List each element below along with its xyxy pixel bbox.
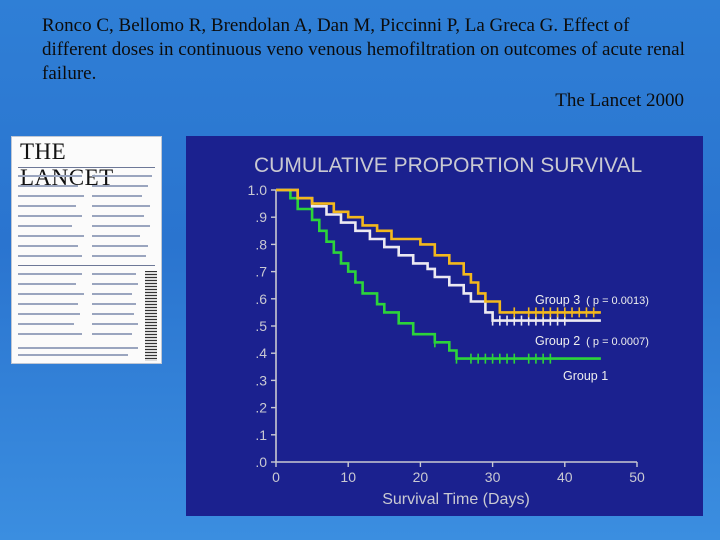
y-tick-label: 1.0 bbox=[248, 182, 268, 198]
x-tick-label: 50 bbox=[629, 469, 645, 485]
group-3-name: Group 3 bbox=[535, 293, 580, 307]
lancet-rule bbox=[18, 167, 155, 168]
group-3-p-value: ( p = 0.0013) bbox=[586, 295, 649, 307]
lancet-text-line bbox=[18, 225, 72, 227]
lancet-text-line bbox=[18, 273, 82, 275]
lancet-thumbnail: THE LANCET bbox=[11, 136, 162, 364]
lancet-text-line bbox=[92, 313, 134, 315]
lancet-text-line bbox=[92, 273, 136, 275]
y-tick-label: .2 bbox=[255, 400, 267, 416]
x-tick-label: 0 bbox=[272, 469, 280, 485]
lancet-text-line bbox=[18, 245, 78, 247]
lancet-text-line bbox=[18, 293, 84, 295]
y-tick-label: .1 bbox=[255, 427, 267, 443]
x-tick-label: 10 bbox=[340, 469, 356, 485]
y-tick-label: .9 bbox=[255, 209, 267, 225]
lancet-text-line bbox=[92, 175, 152, 177]
group-2-curve bbox=[276, 188, 601, 322]
group-1-label: Group 1 bbox=[563, 369, 608, 383]
group-3-label: Group 3 ( p = 0.0013) bbox=[535, 293, 649, 307]
survival-chart-panel: CUMULATIVE PROPORTION SURVIVAL Survival … bbox=[186, 136, 703, 516]
group-2-label: Group 2 ( p = 0.0007) bbox=[535, 334, 649, 348]
y-tick-label: .0 bbox=[255, 454, 267, 470]
group-1-name: Group 1 bbox=[563, 369, 608, 383]
group-2-name: Group 2 bbox=[535, 334, 580, 348]
lancet-text-line bbox=[18, 205, 76, 207]
lancet-text-line bbox=[18, 185, 78, 187]
citation-journal: The Lancet 2000 bbox=[555, 90, 684, 111]
lancet-text-line bbox=[92, 293, 132, 295]
lancet-rule bbox=[18, 265, 155, 266]
lancet-text-line bbox=[18, 303, 78, 305]
lancet-text-line bbox=[18, 175, 82, 177]
lancet-text-line bbox=[92, 245, 148, 247]
group-3-curve bbox=[276, 188, 601, 314]
lancet-text-line bbox=[18, 255, 82, 257]
lancet-text-line bbox=[92, 303, 136, 305]
y-tick-label: .3 bbox=[255, 372, 267, 388]
lancet-text-line bbox=[18, 235, 84, 237]
lancet-text-line bbox=[92, 225, 150, 227]
lancet-text-line bbox=[92, 333, 132, 335]
chart-title: CUMULATIVE PROPORTION SURVIVAL bbox=[254, 154, 642, 177]
group-3-series bbox=[276, 188, 601, 318]
lancet-text-line bbox=[18, 354, 128, 356]
group-1-series bbox=[276, 188, 601, 364]
lancet-text-line bbox=[18, 333, 82, 335]
y-tick-label: .6 bbox=[255, 291, 267, 307]
lancet-text-line bbox=[18, 215, 82, 217]
y-tick-label: .7 bbox=[255, 264, 267, 280]
barcode-graphic bbox=[145, 271, 157, 361]
x-tick-label: 30 bbox=[485, 469, 501, 485]
lancet-text-line bbox=[18, 347, 138, 349]
lancet-text-line bbox=[92, 215, 144, 217]
x-tick-label: 20 bbox=[413, 469, 429, 485]
lancet-text-line bbox=[92, 283, 138, 285]
y-tick-label: .5 bbox=[255, 318, 267, 334]
group-1-curve bbox=[276, 188, 601, 360]
lancet-text-line bbox=[92, 323, 138, 325]
lancet-text-line bbox=[92, 195, 142, 197]
survival-chart: CUMULATIVE PROPORTION SURVIVAL Survival … bbox=[248, 154, 649, 508]
lancet-logo: THE LANCET bbox=[20, 139, 114, 190]
lancet-text-line bbox=[92, 205, 150, 207]
group-2-p-value: ( p = 0.0007) bbox=[586, 336, 649, 348]
x-tick-label: 40 bbox=[557, 469, 573, 485]
lancet-text-line bbox=[92, 235, 140, 237]
lancet-text-line bbox=[18, 283, 76, 285]
lancet-text-line bbox=[92, 185, 148, 187]
y-tick-label: .8 bbox=[255, 236, 267, 252]
lancet-text-line bbox=[18, 313, 80, 315]
lancet-text-line bbox=[92, 255, 146, 257]
lancet-text-line bbox=[18, 323, 74, 325]
citation-text: Ronco C, Bellomo R, Brendolan A, Dan M, … bbox=[42, 15, 685, 84]
y-tick-label: .4 bbox=[255, 345, 267, 361]
lancet-text-line bbox=[18, 195, 84, 197]
x-axis-label: Survival Time (Days) bbox=[382, 491, 530, 508]
